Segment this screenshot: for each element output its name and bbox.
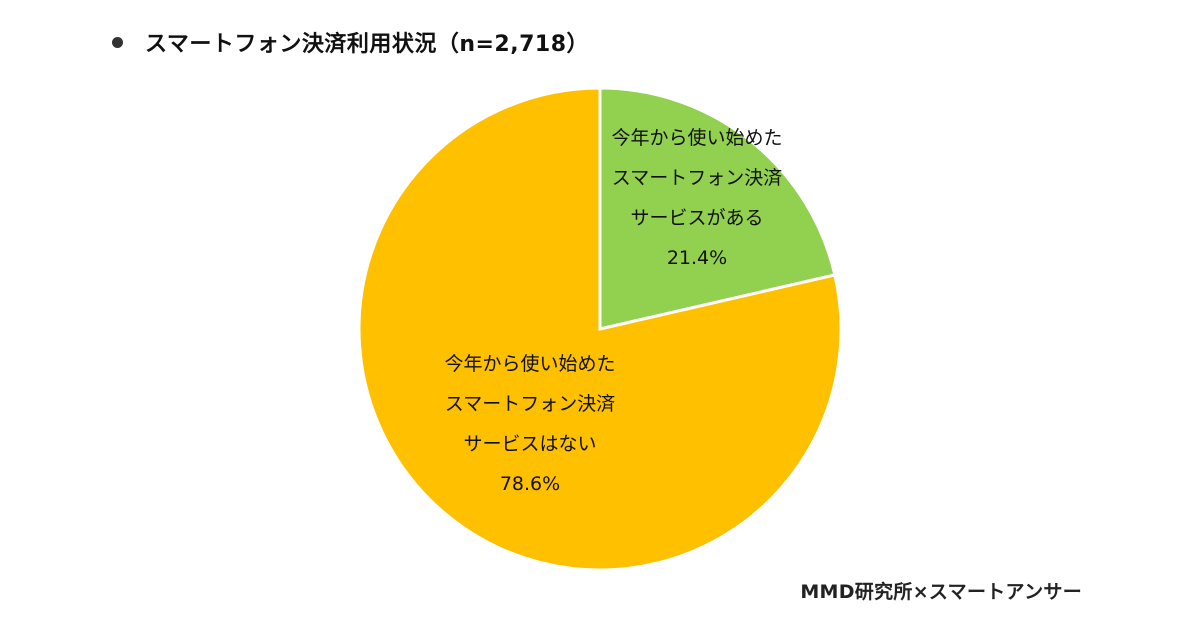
- slice-value-label: 78.6%: [499, 473, 561, 495]
- slice-label-line: 今年から使い始めた: [611, 127, 783, 149]
- slice-label-line: サービスはない: [463, 433, 597, 455]
- chart-title-row: スマートフォン決済利用状況（n=2,718）: [112, 26, 589, 58]
- slice-label-line: スマートフォン決済: [611, 167, 783, 189]
- slice-label-line: 今年から使い始めた: [444, 353, 616, 375]
- slice-label-has-service: 今年から使い始めた スマートフォン決済 サービスがある 21.4%: [592, 118, 802, 278]
- source-credit: MMD研究所×スマートアンサー: [800, 581, 1082, 603]
- slice-label-line: サービスがある: [630, 207, 764, 229]
- bullet-icon: [112, 36, 123, 48]
- chart-title: スマートフォン決済利用状況（n=2,718）: [145, 32, 590, 57]
- pie-slice-no-service: [357, 86, 843, 572]
- slice-value-label: 21.4%: [666, 247, 728, 269]
- pie-slice-has-service: [598, 86, 837, 331]
- slice-label-line: スマートフォン決済: [444, 393, 616, 415]
- slice-label-no-service: 今年から使い始めた スマートフォン決済 サービスはない 78.6%: [425, 344, 635, 504]
